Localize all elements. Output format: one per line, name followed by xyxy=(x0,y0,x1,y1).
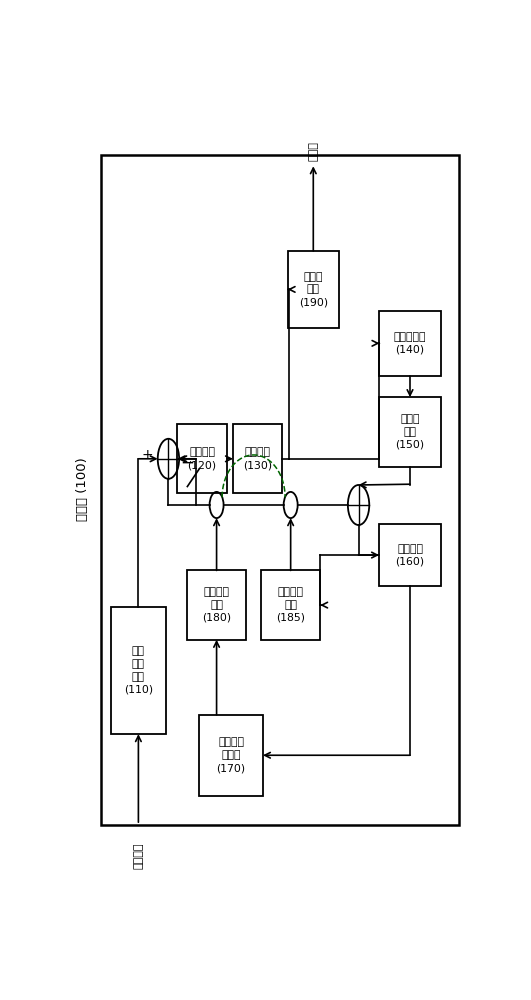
Text: +: + xyxy=(142,448,153,462)
Text: 解码图片
缓冲器
(170): 解码图片 缓冲器 (170) xyxy=(217,737,245,773)
Text: 解量化单元
(140): 解量化单元 (140) xyxy=(394,332,426,355)
Bar xyxy=(261,570,321,640)
Text: 输入图像: 输入图像 xyxy=(133,842,143,869)
Text: 编码器 (100): 编码器 (100) xyxy=(75,458,89,521)
Bar xyxy=(101,155,459,825)
Bar xyxy=(379,311,441,376)
Text: −: − xyxy=(181,454,194,472)
Text: 帧间预测
单元
(180): 帧间预测 单元 (180) xyxy=(202,587,231,623)
Text: 比特流: 比特流 xyxy=(309,141,318,161)
Bar xyxy=(110,607,166,734)
Text: 滤波单元
(160): 滤波单元 (160) xyxy=(396,544,425,566)
Text: 变换单元
(120): 变换单元 (120) xyxy=(187,447,217,470)
Text: 量化单元
(130): 量化单元 (130) xyxy=(243,447,272,470)
Text: 熵编码
单元
(190): 熵编码 单元 (190) xyxy=(299,272,328,307)
Bar xyxy=(199,715,263,796)
Bar xyxy=(177,424,227,493)
Bar xyxy=(379,524,441,586)
Bar xyxy=(288,251,339,328)
Text: 图像
划分
单元
(110): 图像 划分 单元 (110) xyxy=(124,646,153,695)
Bar xyxy=(233,424,282,493)
Text: 帧内预测
单元
(185): 帧内预测 单元 (185) xyxy=(276,587,305,623)
Bar xyxy=(187,570,246,640)
Bar xyxy=(379,397,441,467)
Text: 逆变换
单元
(150): 逆变换 单元 (150) xyxy=(396,414,425,450)
